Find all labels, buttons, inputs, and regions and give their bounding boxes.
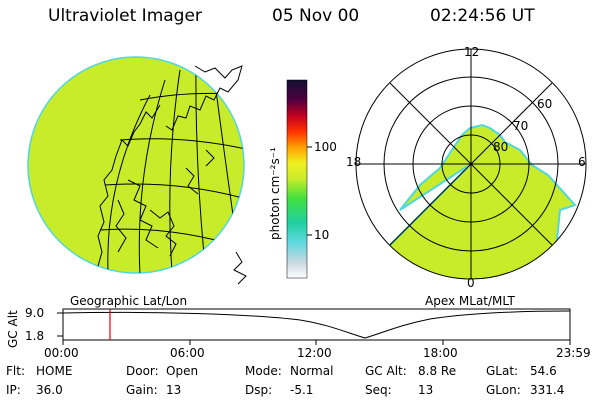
colorbar — [286, 79, 312, 279]
seq-value: 13 — [418, 383, 434, 397]
polar-panel-label: Apex MLat/MLT — [425, 294, 515, 308]
colorbar-tick-100: 100 — [314, 140, 337, 154]
mlt-label-12: 12 — [464, 45, 480, 59]
altitude-xtick: 23:59 — [556, 346, 591, 360]
image-time: 02:24:56 UT — [430, 6, 535, 26]
dsp-value: -5.1 — [290, 383, 314, 397]
auroral-oval — [384, 123, 577, 279]
mode-value: Normal — [290, 364, 334, 378]
altitude-plot-frame — [62, 308, 571, 341]
globe-image — [27, 56, 247, 285]
altitude-ytick-min: 1.8 — [25, 329, 45, 343]
gain-label: Gain: — [126, 383, 158, 397]
globe-panel-label: Geographic Lat/Lon — [70, 294, 188, 308]
glon-value: 331.4 — [530, 383, 565, 397]
glat-label: GLat: — [486, 364, 519, 378]
door-label: Door: — [126, 364, 159, 378]
mlat-label-60: 60 — [537, 97, 553, 111]
mode-label: Mode: — [245, 364, 282, 378]
dsp-label: Dsp: — [245, 383, 273, 397]
altitude-xtick: 06:00 — [170, 346, 205, 360]
flt-label: Flt: — [6, 364, 25, 378]
image-date: 05 Nov 00 — [272, 6, 360, 26]
colorbar-unit-label: photon cm⁻²s⁻¹ — [268, 147, 282, 240]
mlt-label-18: 18 — [346, 155, 362, 169]
coastlines — [97, 65, 247, 285]
gcalt-label: GC Alt: — [365, 364, 407, 378]
meridian-line — [138, 79, 166, 273]
meridian-line — [195, 61, 206, 266]
altitude-curve — [62, 310, 571, 339]
instrument-title: Ultraviolet Imager — [48, 6, 202, 26]
parallel-line — [119, 138, 244, 151]
parallel-line — [104, 183, 244, 201]
ip-label: IP: — [6, 383, 21, 397]
flt-value: HOME — [36, 364, 73, 378]
seq-label: Seq: — [365, 383, 392, 397]
altitude-xtick: 00:00 — [44, 346, 79, 360]
meridian-line — [107, 94, 151, 273]
altitude-xtick: 18:00 — [423, 346, 458, 360]
altitude-ytick-max: 9.0 — [25, 306, 45, 320]
altitude-ylabel: GC Alt — [6, 310, 20, 348]
gain-value: 13 — [166, 383, 182, 397]
polar-plot — [355, 48, 587, 280]
glat-value: 54.6 — [530, 364, 557, 378]
earth-disk — [27, 56, 245, 274]
altitude-plot — [57, 308, 571, 345]
glon-label: GLon: — [486, 383, 521, 397]
colorbar-scale — [286, 79, 308, 279]
mlat-label-80: 80 — [493, 140, 509, 154]
mlat-label-70: 70 — [513, 119, 529, 133]
mlt-label-0: 0 — [467, 276, 475, 290]
gcalt-value: 8.8 Re — [418, 364, 457, 378]
ip-value: 36.0 — [36, 383, 63, 397]
altitude-xtick: 12:00 — [297, 346, 332, 360]
polar-spoke — [389, 82, 553, 246]
colorbar-tick-10: 10 — [314, 228, 330, 242]
door-value: Open — [166, 364, 199, 378]
mlt-label-6: 6 — [578, 155, 586, 169]
